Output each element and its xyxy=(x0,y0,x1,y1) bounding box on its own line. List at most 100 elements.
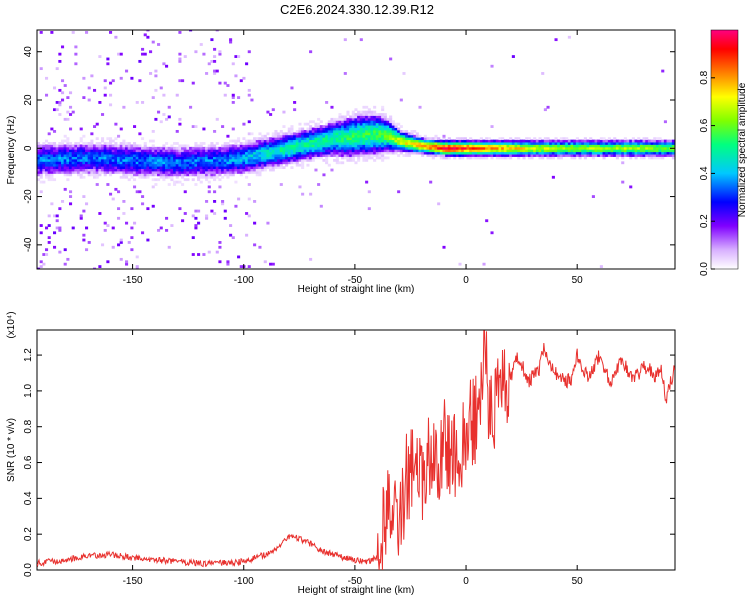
spectrogram-cell xyxy=(178,52,182,56)
spectrogram-cell xyxy=(285,142,289,145)
spectrogram-cell xyxy=(586,149,590,153)
spectrogram-cell xyxy=(301,139,305,143)
spectrogram-cell xyxy=(135,161,139,165)
spectrogram-cell xyxy=(557,154,561,157)
spectrogram-cell xyxy=(527,139,531,143)
spectrogram-cell xyxy=(381,142,385,145)
spectrogram-cell xyxy=(378,137,382,141)
spectrogram-cell xyxy=(591,195,595,198)
spectrogram-cell xyxy=(327,137,331,141)
spectrogram-cell xyxy=(605,139,609,143)
spectrogram-cell xyxy=(183,156,187,160)
spectrogram-cell xyxy=(138,171,142,174)
spectrogram-cell xyxy=(290,137,294,141)
spectrogram-cell xyxy=(434,134,438,138)
spectrogram-cell xyxy=(317,151,321,155)
spectrogram-cell xyxy=(354,115,358,119)
spectrogram-cell xyxy=(466,154,470,157)
spectrogram-cell xyxy=(506,149,510,153)
spectrogram-cell xyxy=(154,158,158,162)
spectrogram-cell xyxy=(631,146,635,150)
spectrogram-cell xyxy=(517,149,521,153)
spectrogram-cell xyxy=(79,149,83,153)
spectrogram-cell xyxy=(63,149,67,153)
spectrogram-cell xyxy=(463,146,467,150)
spectrogram-cell xyxy=(50,142,54,145)
spectrogram-cell xyxy=(242,168,246,172)
spectrogram-cell xyxy=(258,158,262,162)
spectrogram-cell xyxy=(346,127,350,131)
spectrogram-cell xyxy=(285,139,289,143)
spectrogram-cell xyxy=(474,144,478,148)
spectrogram-cell xyxy=(402,129,406,133)
spectrogram-cell xyxy=(378,117,382,121)
spectrogram-cell xyxy=(290,146,294,150)
spectrogram-cell xyxy=(202,253,206,256)
spectrogram-cell xyxy=(82,209,86,213)
spectrogram-cell xyxy=(325,146,329,150)
spectrogram-cell xyxy=(607,142,611,145)
spectrogram-cell xyxy=(39,166,43,170)
spectrogram-cell xyxy=(138,166,142,170)
spectrogram-cell xyxy=(389,137,393,141)
spectrogram-cell xyxy=(354,113,358,116)
spectrogram-cell xyxy=(522,146,526,150)
spectrogram-cell xyxy=(45,163,49,167)
spectrogram-cell xyxy=(287,149,291,153)
spectrogram-cell xyxy=(303,154,307,157)
spectrogram-cell xyxy=(591,149,595,153)
spectrogram-cell xyxy=(378,139,382,143)
spectrogram-cell xyxy=(615,151,619,155)
spectrogram-cell xyxy=(47,166,51,170)
spectrogram-cell xyxy=(261,149,265,153)
spectrogram-cell xyxy=(333,139,337,143)
spectrogram-cell xyxy=(333,132,337,136)
spectrogram-cell xyxy=(282,139,286,143)
spectrogram-cell xyxy=(266,139,270,143)
spectrogram-cell xyxy=(666,139,670,143)
spectrogram-cell xyxy=(186,166,190,170)
spectrogram-cell xyxy=(298,137,302,141)
spectrogram-cell xyxy=(354,161,358,165)
spectrogram-cell xyxy=(389,134,393,138)
spectrogram-cell xyxy=(338,125,342,128)
spectrogram-cell xyxy=(85,226,89,230)
spectrogram-cell xyxy=(245,233,249,237)
spectrogram-cell xyxy=(581,149,585,153)
spectrogram-cell xyxy=(666,144,670,148)
spectrogram-cell xyxy=(381,122,385,126)
spectrogram-frame xyxy=(36,29,676,270)
spectrogram-cell xyxy=(557,142,561,145)
spectrogram-cell xyxy=(181,173,185,177)
spectrogram-cell xyxy=(317,129,321,133)
spectrogram-cell xyxy=(655,149,659,153)
spectrogram-cell xyxy=(311,151,315,155)
spectrogram-cell xyxy=(266,110,270,114)
spectrogram-cell xyxy=(242,144,246,148)
spectrogram-cell xyxy=(485,156,489,160)
spectrogram-cell xyxy=(530,142,534,145)
spectrogram-cell xyxy=(141,195,145,198)
spectrogram-cell xyxy=(429,146,433,150)
spectrogram-cell xyxy=(397,127,401,131)
spectrogram-cell xyxy=(367,125,371,128)
spectrogram-cell xyxy=(367,137,371,141)
colorbar: 0.00.20.40.60.8 Normalized spectral ampl… xyxy=(699,29,748,276)
spectrogram-cell xyxy=(466,144,470,148)
spectrogram-cell xyxy=(226,154,230,157)
spectrogram-cell xyxy=(143,154,147,157)
spectrogram-cell xyxy=(74,156,78,160)
spectrogram-cell xyxy=(42,142,46,145)
spectrogram-cell xyxy=(143,146,147,150)
spectrogram-cell xyxy=(215,156,219,160)
spectrogram-cell xyxy=(554,144,558,148)
spectrogram-cell xyxy=(373,149,377,153)
spectrogram-cell xyxy=(205,171,209,174)
spectrogram-cell xyxy=(95,122,99,126)
spectrogram-cell xyxy=(426,149,430,153)
spectrogram-cell xyxy=(229,156,233,160)
spectrogram-cell xyxy=(549,142,553,145)
spectrogram-cell xyxy=(354,137,358,141)
spectrogram-cell xyxy=(205,173,209,177)
spectrogram-cell xyxy=(258,171,262,174)
